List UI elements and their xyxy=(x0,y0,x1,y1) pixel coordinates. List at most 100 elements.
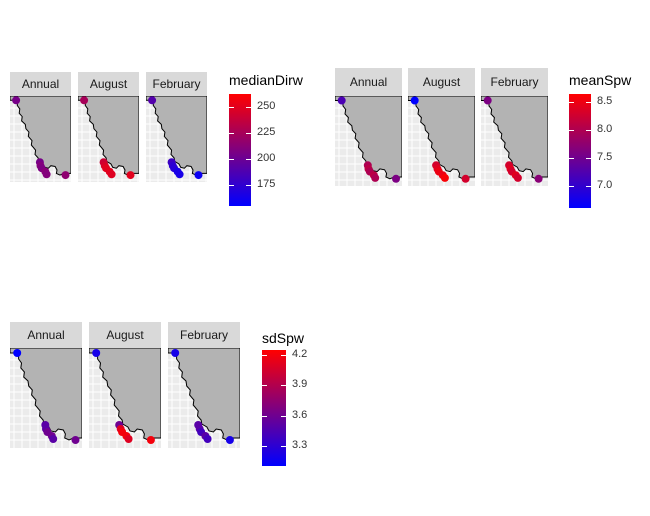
data-point xyxy=(49,435,58,443)
facet-strip-label: Annual xyxy=(10,322,82,348)
legend-tick-mark xyxy=(569,157,574,159)
legend-tick-mark xyxy=(246,158,251,160)
facet-panel-annual: Annual xyxy=(335,68,402,186)
data-point xyxy=(92,349,101,357)
data-point xyxy=(13,349,22,357)
land-shape xyxy=(10,348,82,441)
legend-tick-mark xyxy=(246,132,251,134)
facet-panel-february: February xyxy=(168,322,240,448)
data-point xyxy=(513,173,522,182)
legend-tick-label: 3.6 xyxy=(292,408,308,421)
facet-strip-label: August xyxy=(408,68,475,96)
facet-plot-area xyxy=(335,96,402,186)
data-point xyxy=(175,170,184,179)
land-shape xyxy=(481,96,548,180)
facet-plot-area xyxy=(168,348,240,448)
legend-tick-mark xyxy=(262,355,267,357)
legend-colorbar xyxy=(229,94,251,206)
facet-plot-area xyxy=(89,348,161,448)
data-point xyxy=(410,96,419,105)
data-point xyxy=(203,435,212,443)
data-point xyxy=(483,96,492,105)
legend-tick-mark xyxy=(229,158,234,160)
facet-panel-annual: Annual xyxy=(10,72,71,182)
legend-tick-mark xyxy=(229,106,234,108)
legend-tick-label: 8.5 xyxy=(597,95,613,108)
data-point xyxy=(371,173,380,182)
legend-tick-label: 7.0 xyxy=(597,178,613,191)
legend-tick-label: 225 xyxy=(257,125,276,138)
facet-panel-february: February xyxy=(146,72,207,182)
facet-strip-label: August xyxy=(78,72,139,96)
data-point xyxy=(126,171,135,180)
data-point xyxy=(461,174,470,183)
legend-tick-mark xyxy=(262,385,267,387)
legend-tick-label: 7.5 xyxy=(597,150,613,163)
legend-tick-mark xyxy=(569,130,574,132)
facet-panel-august: August xyxy=(408,68,475,186)
legend-tick-label: 175 xyxy=(257,178,276,191)
facet-strip-label: Annual xyxy=(335,68,402,96)
legend-tick-label: 8.0 xyxy=(597,123,613,136)
facet-strip-label: February xyxy=(168,322,240,348)
legend-tick-mark xyxy=(569,102,574,104)
legend-tick-mark xyxy=(262,415,267,417)
land-shape xyxy=(78,96,139,176)
legend-tick-mark xyxy=(586,185,591,187)
legend-title: sdSpw xyxy=(262,330,305,346)
data-point xyxy=(124,435,133,443)
legend-colorbar xyxy=(569,94,591,208)
legend-tick-mark xyxy=(262,445,267,447)
legend-tick-label: 4.2 xyxy=(292,348,308,361)
data-point xyxy=(146,436,155,444)
data-point xyxy=(80,96,89,105)
data-point xyxy=(148,96,157,105)
land-shape xyxy=(146,96,207,176)
land-shape xyxy=(408,96,475,180)
data-point xyxy=(71,436,80,444)
facet-plot-area xyxy=(481,96,548,186)
facet-strip-label: February xyxy=(481,68,548,96)
data-point xyxy=(337,96,346,105)
legend-tick-mark xyxy=(281,445,286,447)
data-point xyxy=(107,170,116,179)
legend-tick-mark xyxy=(281,415,286,417)
legend-tick-mark xyxy=(229,132,234,134)
facet-strip-label: Annual xyxy=(10,72,71,96)
data-point xyxy=(440,173,449,182)
facet-plot-area xyxy=(10,348,82,448)
data-point xyxy=(42,170,51,179)
color-legend: sdSpw 3.3 3.6 3.9 4.2 xyxy=(262,330,342,476)
legend-tick-mark xyxy=(246,185,251,187)
legend-tick-label: 3.9 xyxy=(292,378,308,391)
land-shape xyxy=(10,96,71,176)
facet-strip-label: February xyxy=(146,72,207,96)
legend-tick-mark xyxy=(281,355,286,357)
legend-tick-label: 250 xyxy=(257,99,276,112)
color-legend: medianDirw 175 200 225 250 xyxy=(229,72,309,216)
facet-strip-label: August xyxy=(89,322,161,348)
legend-tick-mark xyxy=(569,185,574,187)
facet-panel-annual: Annual xyxy=(10,322,82,448)
legend-tick-mark xyxy=(586,102,591,104)
data-point xyxy=(171,349,180,357)
data-point xyxy=(194,171,203,180)
data-point xyxy=(225,436,234,444)
data-point xyxy=(61,171,70,180)
legend-colorbar xyxy=(262,350,286,466)
data-point xyxy=(534,174,543,183)
facet-plot-area xyxy=(10,96,71,182)
data-point xyxy=(12,96,21,105)
facet-plot-area xyxy=(78,96,139,182)
legend-title: meanSpw xyxy=(569,72,632,88)
legend-tick-mark xyxy=(586,157,591,159)
legend-tick-mark xyxy=(586,130,591,132)
legend-tick-mark xyxy=(229,185,234,187)
legend-title: medianDirw xyxy=(229,72,303,88)
facet-panel-august: August xyxy=(89,322,161,448)
facet-panel-august: August xyxy=(78,72,139,182)
legend-tick-label: 200 xyxy=(257,151,276,164)
color-legend: meanSpw 7.0 7.5 8.0 8.5 xyxy=(569,72,649,218)
legend-tick-mark xyxy=(246,106,251,108)
land-shape xyxy=(335,96,402,180)
